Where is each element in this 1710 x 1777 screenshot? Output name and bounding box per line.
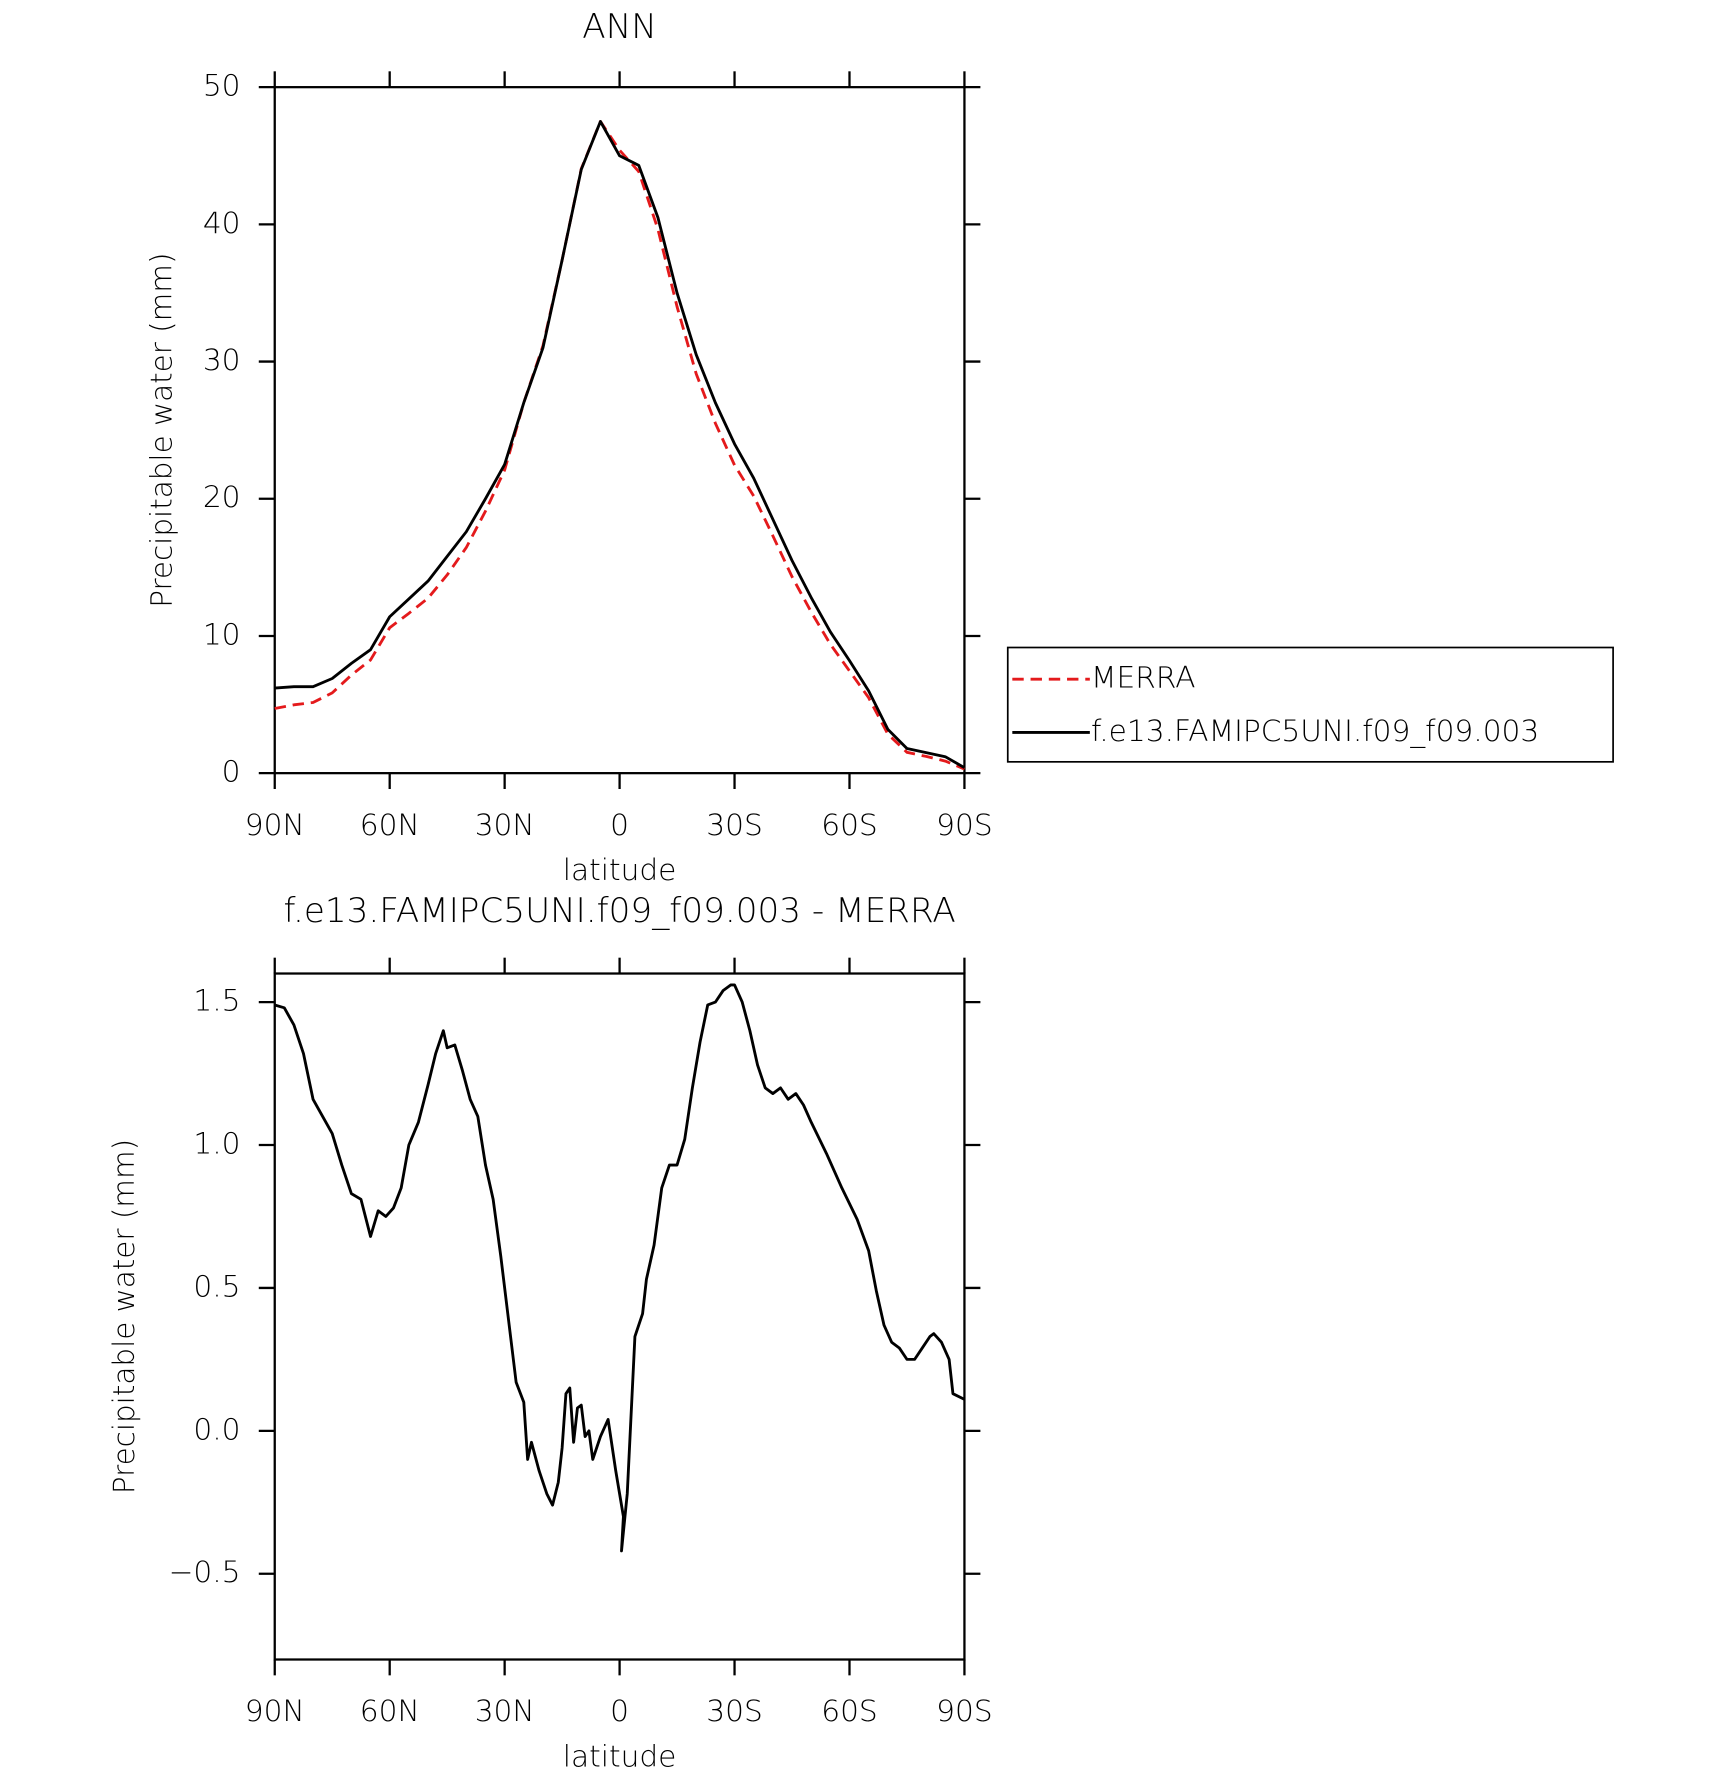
y-tick-label: 0.0: [193, 1412, 240, 1446]
y-tick-label: 1.0: [193, 1127, 240, 1161]
y-tick-label: 1.5: [193, 984, 240, 1018]
x-tick-label: 30S: [706, 808, 762, 842]
x-tick-label: 30N: [475, 808, 535, 842]
chart-title: ANN: [582, 7, 657, 47]
y-tick-label: 0.5: [193, 1269, 240, 1303]
x-tick-label: 0: [610, 1694, 629, 1728]
y-tick-label: 20: [203, 480, 241, 514]
x-tick-label: 90S: [936, 1694, 992, 1728]
y-tick-label: 50: [203, 69, 241, 103]
x-axis-label: latitude: [563, 853, 677, 887]
x-tick-label: 30S: [706, 1694, 762, 1728]
series-line: [274, 120, 966, 769]
legend-box: [1006, 646, 1614, 763]
legend-label: MERRA: [1091, 661, 1196, 695]
y-axis-label: Precipitable water (mm): [144, 253, 178, 608]
x-tick-label: 90N: [245, 1694, 305, 1728]
y-tick-label: 30: [203, 343, 241, 377]
y-tick-label: 10: [203, 618, 241, 652]
series-line: [274, 120, 965, 771]
x-tick-label: 90S: [936, 808, 992, 842]
x-axis-label: latitude: [563, 1740, 677, 1774]
x-tick-label: 90N: [245, 808, 305, 842]
x-tick-label: 0: [610, 808, 629, 842]
x-tick-label: 60S: [821, 808, 877, 842]
x-tick-label: 30N: [475, 1694, 535, 1728]
x-tick-label: 60S: [821, 1694, 877, 1728]
y-tick-label: 40: [203, 206, 241, 240]
x-tick-label: 60N: [360, 1694, 420, 1728]
y-tick-label: −0.5: [169, 1555, 241, 1589]
y-tick-label: 0: [222, 755, 241, 789]
y-axis-label: Precipitable water (mm): [107, 1139, 141, 1494]
x-tick-label: 60N: [360, 808, 420, 842]
chart-title: f.e13.FAMIPC5UNI.f09_f09.003 - MERRA: [283, 891, 955, 931]
series-line: [274, 983, 966, 1553]
legend-label: f.e13.FAMIPC5UNI.f09_f09.003: [1091, 714, 1539, 749]
plots: ANN Precipitable water (mm) latitude 0 10 20 3…: [107, 7, 1614, 1774]
